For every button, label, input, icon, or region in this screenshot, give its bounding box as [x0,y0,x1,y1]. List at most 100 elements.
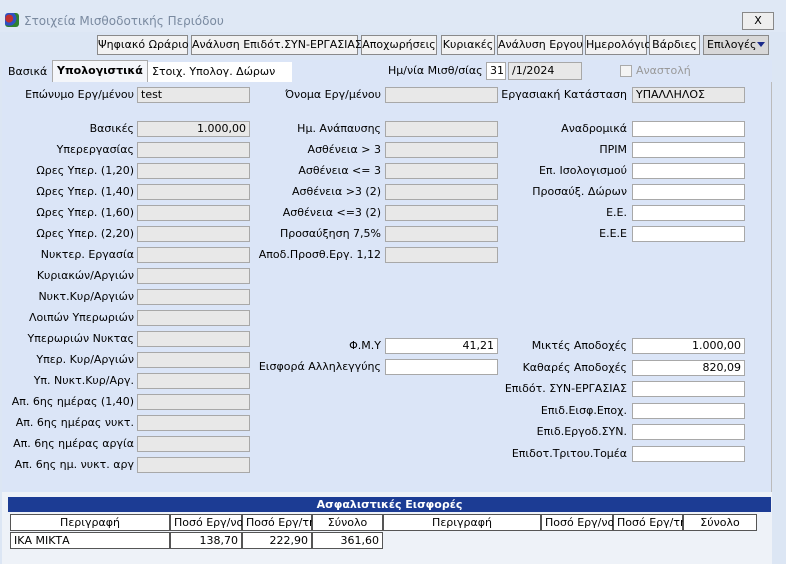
field-label: Λοιπών Υπερωριών [29,311,134,324]
field-input[interactable] [632,424,745,441]
field-label: Όνομα Εργ/μένου [285,88,381,101]
field-input[interactable] [632,226,745,242]
field-label: Φ.Μ.Υ [349,339,381,352]
field-label: Ωρες Υπερ. (1,40) [36,185,134,198]
field-input[interactable] [632,184,745,200]
field-input[interactable] [137,352,250,368]
column-header: Ποσό Εργ/τη [613,514,687,531]
column-header: Σύνολο [312,514,383,531]
field-label: Νυκτ.Κυρ/Αργιών [38,290,134,303]
toolbar-button[interactable]: Ανάλυση Επιδότ.ΣΥΝ-ΕΡΓΑΣΙΑΣ [191,35,362,55]
column-header: Ποσό Εργ/τη [242,514,316,531]
tab[interactable]: Βασικά [8,65,48,78]
field-input[interactable]: 1.000,00 [137,121,250,137]
field-label: Ε.Ε.Ε [599,227,627,240]
field-label: Προσαύξηση 7,5% [279,227,381,240]
toolbar-button[interactable]: Κυριακές [441,35,495,55]
field-label: Ασθένεια <= 3 [298,164,381,177]
field-input[interactable] [137,457,250,473]
toolbar-button[interactable]: Αποχωρήσεις [361,35,437,55]
field-input[interactable] [137,247,250,263]
field-input[interactable]: 820,09 [632,359,745,376]
toolbar-button[interactable]: Ανάλυση Εργου [497,35,583,55]
field-input[interactable]: 1.000,00 [632,338,745,354]
field-input[interactable] [137,331,250,347]
table-cell: 222,90 [242,532,312,549]
field-label: Υπερωριών Νυκτας [27,332,134,345]
field-label: Αποδ.Προσθ.Εργ. 1,12 [258,248,381,261]
field-label: Επιδότ. ΣΥΝ-ΕΡΓΑΣΙΑΣ [504,382,627,396]
field-input[interactable] [385,247,498,263]
field-input[interactable] [137,415,250,431]
field-label: Ε.Ε. [606,206,627,219]
column-header: Ποσό Εργ/νου [170,514,250,531]
menu-button[interactable]: Επιλογές [703,35,769,55]
field-label: Απ. 6ης ημ. νυκτ. αργ [14,458,134,471]
field-input[interactable] [385,184,498,200]
window-title: Στοιχεία Μισθοδοτικής Περιόδου [24,14,224,28]
field-input[interactable] [385,359,498,375]
field-label: Καθαρές Αποδοχές [522,360,627,374]
field-input[interactable] [137,142,250,158]
field-input[interactable] [385,142,498,158]
tab[interactable]: Υπολογιστικά [52,60,148,82]
field-input[interactable]: 41,21 [385,338,498,354]
field-label: Νυκτερ. Εργασία [40,248,134,261]
field-label: Ωρες Υπερ. (1,60) [36,206,134,219]
field-label: Εισφορά Αλληλεγγύης [258,360,381,373]
field-input[interactable] [632,163,745,179]
field-label: Προσαύξ. Δώρων [532,185,627,198]
date-day[interactable]: 31 [486,62,506,80]
app-icon [5,13,19,27]
field-input[interactable] [385,87,498,103]
section-header: Ασφαλιστικές Εισφορές [8,497,771,512]
field-label: Εργασιακή Κατάσταση [501,88,627,101]
field-label: Υπερεργασίας [56,143,134,156]
close-button[interactable]: X [742,12,774,30]
toolbar-button[interactable]: Βάρδιες [649,35,700,55]
field-input[interactable] [632,402,745,419]
field-input[interactable] [137,163,250,179]
field-label: Βασικές [89,122,134,135]
field-label: Απ. 6ης ημέρας (1,40) [11,395,134,408]
field-input[interactable] [385,163,498,179]
tab[interactable]: Στοιχ. Υπολογ. Δώρων [148,62,292,82]
field-input[interactable] [137,268,250,284]
field-input[interactable] [137,310,250,326]
suspension-label: Αναστολή [636,64,691,77]
field-input[interactable] [385,121,498,137]
field-label: Ωρες Υπερ. (1,20) [36,164,134,177]
field-input[interactable] [632,381,745,398]
field-input[interactable] [137,226,250,242]
toolbar-button[interactable]: Ψηφιακό Ωράριο [97,35,189,55]
field-input[interactable]: ΥΠΑΛΛΗΛΟΣ [632,87,745,103]
field-input[interactable] [632,205,745,221]
field-input[interactable] [632,121,745,137]
field-label: Επ. Ισολογισμού [538,164,627,177]
field-input[interactable] [137,289,250,305]
field-input[interactable] [137,205,250,221]
toolbar-button[interactable]: Ημερολόγιο [585,35,651,55]
field-input[interactable] [137,184,250,200]
field-input[interactable] [137,436,250,452]
field-label: Μικτές Αποδοχές [531,339,627,352]
field-input[interactable] [385,226,498,242]
field-input[interactable] [632,446,745,462]
field-label: Αναδρομικά [561,122,627,135]
field-input[interactable] [137,394,250,410]
field-label: Υπ. Νυκτ.Κυρ/Αργ. [33,374,134,387]
table-cell: 361,60 [312,532,383,549]
date-month-year[interactable]: /1/2024 [508,62,582,80]
field-label: Ασθένεια >3 (2) [291,185,381,198]
field-input[interactable]: test [137,87,250,103]
column-header: Ποσό Εργ/νου [541,514,621,531]
field-label: Επιδ.Εισφ.Εποχ. [540,403,627,417]
field-label: Υπερ. Κυρ/Αργιών [36,353,134,366]
field-label: ΠΡΙΜ [599,143,627,156]
field-label: Ασθένεια <=3 (2) [282,206,381,219]
checkbox[interactable] [620,65,632,77]
field-input[interactable] [385,205,498,221]
field-input[interactable] [137,373,250,389]
field-input[interactable] [632,142,745,158]
